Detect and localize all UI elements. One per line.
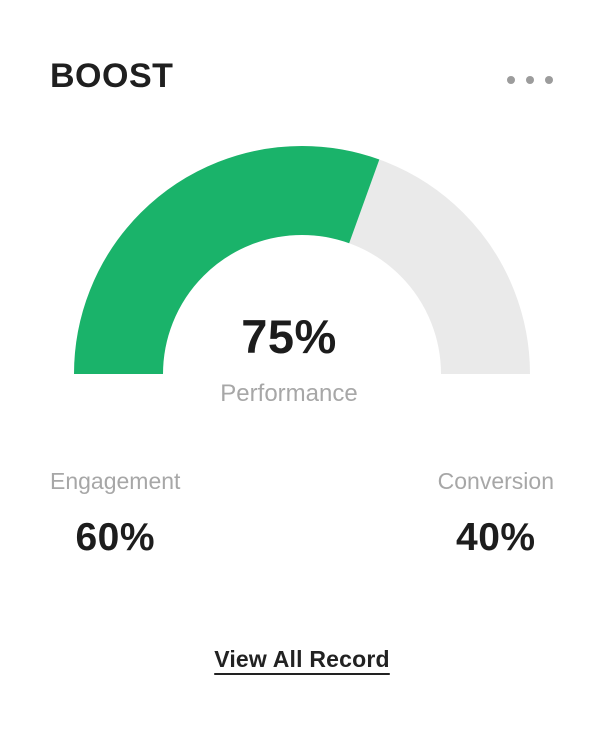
stat-conversion-label: Conversion xyxy=(437,468,554,494)
stat-engagement: Engagement 60% xyxy=(50,468,180,557)
stat-conversion-value: 40% xyxy=(456,515,536,559)
gauge-fill-arc xyxy=(74,146,530,374)
stats-row: Engagement 60% Conversion 40% xyxy=(50,468,554,557)
card-header: BOOST xyxy=(50,46,559,106)
gauge-caption: Performance xyxy=(220,380,358,407)
card-footer: View All Record xyxy=(0,646,604,673)
ellipsis-icon xyxy=(507,76,553,84)
card-menu-button[interactable] xyxy=(501,68,559,92)
stat-engagement-value: 60% xyxy=(75,515,155,559)
stat-conversion: Conversion 40% xyxy=(438,468,554,557)
gauge-value: 75% xyxy=(241,310,337,363)
stat-engagement-label: Engagement xyxy=(50,468,181,494)
card-title: BOOST xyxy=(50,57,174,95)
gauge-chart xyxy=(74,146,530,374)
gauge-center-label: 75% Performance xyxy=(129,313,449,406)
view-all-record-link[interactable]: View All Record xyxy=(214,646,390,672)
